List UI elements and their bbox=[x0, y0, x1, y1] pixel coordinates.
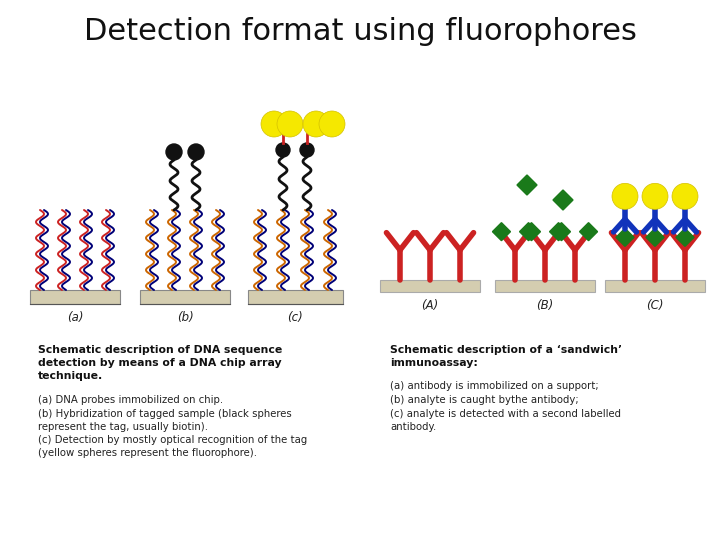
Bar bbox=[140, 290, 230, 304]
Circle shape bbox=[319, 111, 345, 137]
Circle shape bbox=[672, 184, 698, 210]
Text: (c) analyte is detected with a second labelled
antibody.: (c) analyte is detected with a second la… bbox=[390, 409, 621, 432]
Circle shape bbox=[276, 143, 290, 157]
Circle shape bbox=[612, 184, 638, 210]
Text: (b): (b) bbox=[176, 312, 194, 325]
Circle shape bbox=[166, 144, 182, 160]
Text: Detection format using fluorophores: Detection format using fluorophores bbox=[84, 17, 636, 46]
Text: Schematic description of a ‘sandwich’
immunoassay:: Schematic description of a ‘sandwich’ im… bbox=[390, 345, 622, 368]
Text: (a) DNA probes immobilized on chip.: (a) DNA probes immobilized on chip. bbox=[38, 395, 223, 405]
Circle shape bbox=[642, 184, 668, 210]
Bar bbox=[605, 280, 705, 292]
Circle shape bbox=[300, 143, 314, 157]
Text: (c) Detection by mostly optical recognition of the tag
(yellow spheres represent: (c) Detection by mostly optical recognit… bbox=[38, 435, 307, 458]
Text: (a) antibody is immobilized on a support;: (a) antibody is immobilized on a support… bbox=[390, 381, 598, 391]
Text: (b) analyte is caught bythe antibody;: (b) analyte is caught bythe antibody; bbox=[390, 395, 579, 405]
Text: (c): (c) bbox=[287, 312, 303, 325]
Bar bbox=[495, 280, 595, 292]
Bar bbox=[30, 290, 120, 304]
Text: (a): (a) bbox=[67, 312, 84, 325]
Circle shape bbox=[303, 111, 329, 137]
Circle shape bbox=[261, 111, 287, 137]
Circle shape bbox=[277, 111, 303, 137]
Bar bbox=[248, 290, 343, 304]
Text: (C): (C) bbox=[647, 300, 664, 313]
Circle shape bbox=[188, 144, 204, 160]
Text: (b) Hybridization of tagged sample (black spheres
represent the tag, usually bio: (b) Hybridization of tagged sample (blac… bbox=[38, 409, 292, 432]
Bar bbox=[380, 280, 480, 292]
Text: (A): (A) bbox=[421, 300, 438, 313]
Text: (B): (B) bbox=[536, 300, 554, 313]
Text: Schematic description of DNA sequence
detection by means of a DNA chip array
tec: Schematic description of DNA sequence de… bbox=[38, 345, 282, 381]
